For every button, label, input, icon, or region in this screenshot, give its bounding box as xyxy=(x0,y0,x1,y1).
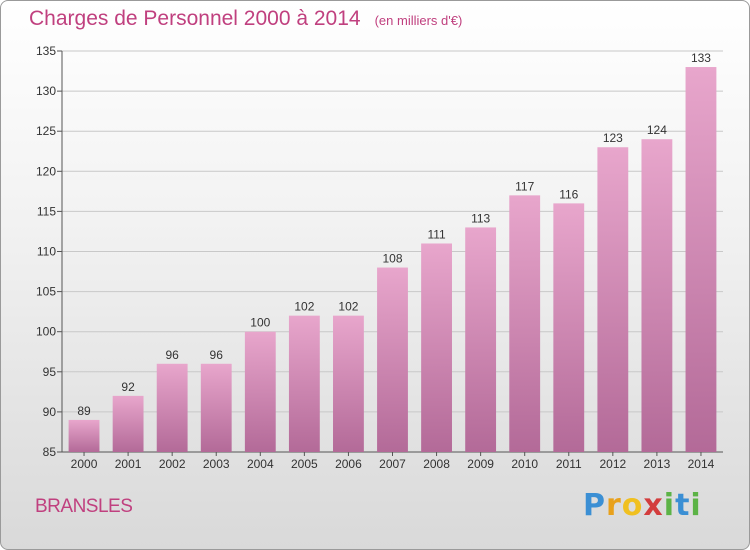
bar-2001 xyxy=(112,395,144,452)
y-tick-label: 115 xyxy=(37,204,56,218)
bar-2008 xyxy=(421,243,452,452)
x-tick-label-2001: 2001 xyxy=(115,457,142,471)
value-label-2003: 96 xyxy=(210,348,224,362)
bar-2003 xyxy=(200,363,232,452)
x-tick-label-2003: 2003 xyxy=(203,457,230,471)
value-label-2012: 123 xyxy=(603,131,623,145)
bar-2004 xyxy=(244,331,276,452)
chart-title-text: Charges de Personnel 2000 à 2014 xyxy=(29,7,361,30)
x-tick-label-2009: 2009 xyxy=(467,457,494,471)
x-tick-label-2010: 2010 xyxy=(511,457,538,471)
bars xyxy=(68,67,717,453)
value-label-2013: 124 xyxy=(647,123,667,137)
value-label-2008: 111 xyxy=(427,227,446,241)
bar-2011 xyxy=(553,203,585,452)
x-tick-label-2006: 2006 xyxy=(335,457,362,471)
value-label-2011: 116 xyxy=(559,187,578,201)
x-tick-label-2000: 2000 xyxy=(71,457,98,471)
value-label-2004: 100 xyxy=(250,316,270,330)
y-tick-label: 95 xyxy=(43,365,57,379)
bar-2002 xyxy=(156,363,188,452)
y-tick-label: 85 xyxy=(43,445,57,459)
bar-2014 xyxy=(685,67,717,452)
x-tick-label-2013: 2013 xyxy=(644,457,671,471)
x-tick-label-2012: 2012 xyxy=(599,457,626,471)
y-tick-label: 90 xyxy=(43,405,57,419)
value-label-2006: 102 xyxy=(338,300,358,314)
place-name: BRANSLES xyxy=(35,496,133,517)
bar-2007 xyxy=(377,267,408,452)
bar-2000 xyxy=(68,419,100,452)
y-tick-label: 100 xyxy=(36,325,56,339)
bar-2010 xyxy=(509,195,541,453)
proxiti-logo: Proxiti xyxy=(583,488,702,523)
x-tick-label-2005: 2005 xyxy=(291,457,318,471)
x-tick-label-2002: 2002 xyxy=(159,457,186,471)
value-label-2009: 113 xyxy=(471,211,490,225)
y-tick-label: 120 xyxy=(36,164,56,178)
y-tick-label: 130 xyxy=(36,84,56,98)
x-tick-label-2007: 2007 xyxy=(379,457,406,471)
y-tick-label: 125 xyxy=(36,124,56,138)
x-tick-label-2011: 2011 xyxy=(556,457,582,471)
bar-2012 xyxy=(597,147,629,453)
bar-2009 xyxy=(465,227,497,452)
y-tick-label: 105 xyxy=(36,285,56,299)
value-label-2000: 89 xyxy=(77,404,91,418)
y-tick-label: 110 xyxy=(37,245,56,259)
value-label-2014: 133 xyxy=(691,51,711,65)
value-label-2010: 117 xyxy=(515,179,534,193)
value-label-2005: 102 xyxy=(294,300,314,314)
value-label-2007: 108 xyxy=(382,252,402,266)
value-label-2002: 96 xyxy=(165,348,179,362)
chart-title: Charges de Personnel 2000 à 2014 (en mill… xyxy=(29,7,462,31)
bar-2006 xyxy=(333,315,364,452)
chart-subtitle: (en milliers d'€) xyxy=(374,13,463,28)
x-tick-label-2014: 2014 xyxy=(688,457,715,471)
bar-2013 xyxy=(641,139,673,452)
bar-2005 xyxy=(288,315,320,452)
y-tick-label: 135 xyxy=(36,44,56,58)
x-tick-label-2004: 2004 xyxy=(247,457,274,471)
x-tick-label-2008: 2008 xyxy=(423,457,450,471)
labels: 85 90 95 100 105 110 115 120 125 130 135 89 2000 92 20… xyxy=(36,44,715,471)
value-label-2001: 92 xyxy=(121,380,135,394)
